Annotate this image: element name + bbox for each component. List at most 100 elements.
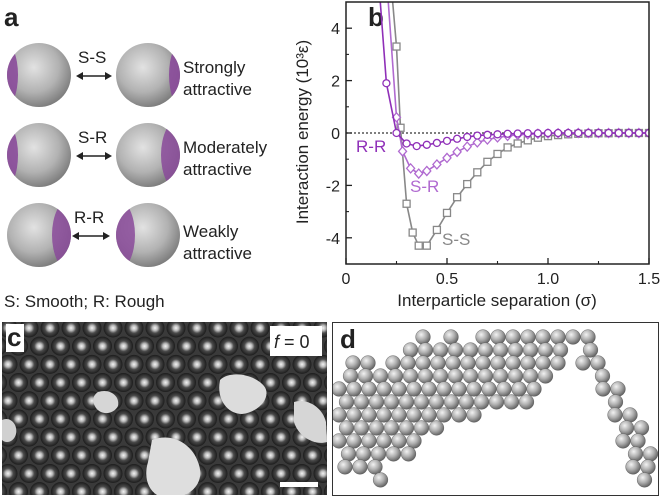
colloid-particle [51, 336, 70, 356]
colloid-particle [135, 336, 154, 356]
simulated-particle [633, 420, 650, 436]
x-axis-label: Interparticle separation (σ) [397, 291, 596, 310]
y-tick-label: -2 [326, 178, 340, 195]
colloid-particle [166, 391, 186, 411]
colloid-particle [261, 482, 280, 495]
simulated-particle [370, 446, 387, 462]
simulated-particle [640, 459, 656, 475]
colloid-particle [2, 354, 18, 374]
simulated-particle [550, 355, 566, 371]
simulated-particle [338, 420, 355, 436]
simulated-particle [402, 368, 419, 384]
simulated-particle [473, 394, 490, 410]
simulated-particle [400, 355, 416, 371]
colloid-particle [250, 354, 270, 374]
simulated-particle [391, 407, 407, 423]
simulated-particle [398, 420, 415, 436]
simulated-particle [475, 329, 491, 345]
colloid-particle [2, 483, 7, 495]
simulated-particle [432, 342, 449, 358]
data-point-r-r [523, 129, 532, 138]
simulated-particle [361, 433, 377, 449]
colloid-particle [250, 322, 270, 338]
simulated-particle [436, 407, 452, 423]
description-row2-line1: Moderately [183, 138, 268, 157]
simulated-particle [520, 329, 536, 345]
colloid-particle [198, 409, 217, 429]
data-point-s-r [432, 158, 442, 170]
colloid-particle [9, 373, 28, 393]
colloid-particle [9, 445, 28, 465]
data-point-r-r [473, 131, 482, 140]
simulated-particle [627, 446, 644, 462]
simulated-particle [607, 407, 623, 423]
simulated-particle [466, 381, 482, 397]
colloid-particle [324, 448, 327, 463]
simulated-particle [615, 433, 631, 449]
data-point-r-r [564, 128, 573, 138]
colloid-particle [292, 463, 312, 483]
colloid-particle [292, 354, 312, 374]
colloid-particle [198, 373, 217, 393]
simulated-particle [642, 446, 658, 462]
simulated-particle [432, 368, 449, 384]
colloid-particle [166, 354, 186, 374]
colloid-particle [166, 322, 186, 338]
simulated-particle [466, 407, 482, 423]
colloid-particle [61, 463, 81, 483]
simulated-particle [387, 368, 404, 384]
simulated-particle [462, 342, 479, 358]
data-point-r-r [644, 128, 649, 138]
data-point-r-r [442, 136, 452, 146]
panel-b-letter: b [368, 2, 384, 32]
simulated-particle [345, 355, 361, 371]
colloid-particle [19, 427, 39, 447]
y-tick-label: 0 [331, 126, 340, 143]
simulated-particle [622, 407, 638, 423]
simulated-particle [417, 368, 434, 384]
colloid-particle [229, 463, 249, 483]
simulated-particle [353, 394, 370, 410]
data-point-s-s [452, 193, 462, 202]
colloid-particle [145, 391, 165, 411]
colloid-particle [240, 445, 259, 465]
data-point-r-r [432, 138, 442, 148]
simulated-particle [360, 355, 376, 371]
energy-chart: b 0 0.5 1.0 1.5 -4 -2 0 2 4 Interparticle separa… [293, 1, 660, 310]
x-tick-label: 0.5 [436, 271, 458, 288]
double-arrow-icon-row2 [76, 152, 112, 160]
smooth-sphere-left-row2 [7, 123, 71, 187]
simulation-frame [332, 322, 659, 496]
series-line-s-s [391, 2, 649, 247]
simulated-particle [391, 433, 407, 449]
simulated-particle [385, 355, 401, 371]
colloid-particle [219, 445, 238, 465]
simulated-particle [537, 342, 554, 358]
colloid-particle [229, 427, 249, 447]
colloid-particle [156, 409, 175, 429]
series-line-r-r [379, 2, 649, 147]
simulated-particle [595, 381, 611, 397]
pair-label-row2: S-R [78, 128, 108, 147]
simulated-particle [353, 420, 370, 436]
simulated-particle [372, 472, 389, 488]
data-point-r-r [493, 130, 502, 139]
colloid-particle [240, 409, 259, 429]
colloid-particle [187, 322, 207, 338]
simulated-particle [552, 342, 569, 358]
data-point-s-r [397, 145, 408, 157]
colloid-particle [324, 339, 327, 354]
colloid-particle [198, 482, 217, 495]
colloid-particle [124, 322, 144, 338]
colloid-particle [229, 354, 249, 374]
colloid-particle [51, 482, 70, 495]
description-row2-line2: attractive [183, 160, 252, 179]
simulated-particle [376, 433, 392, 449]
simulated-particle [355, 446, 372, 462]
colloid-particle [93, 336, 112, 356]
colloid-particle [124, 427, 144, 447]
colloid-particle [61, 427, 81, 447]
colloid-particle [2, 337, 7, 355]
simulated-particle [333, 381, 347, 397]
colloid-particle [61, 391, 81, 411]
